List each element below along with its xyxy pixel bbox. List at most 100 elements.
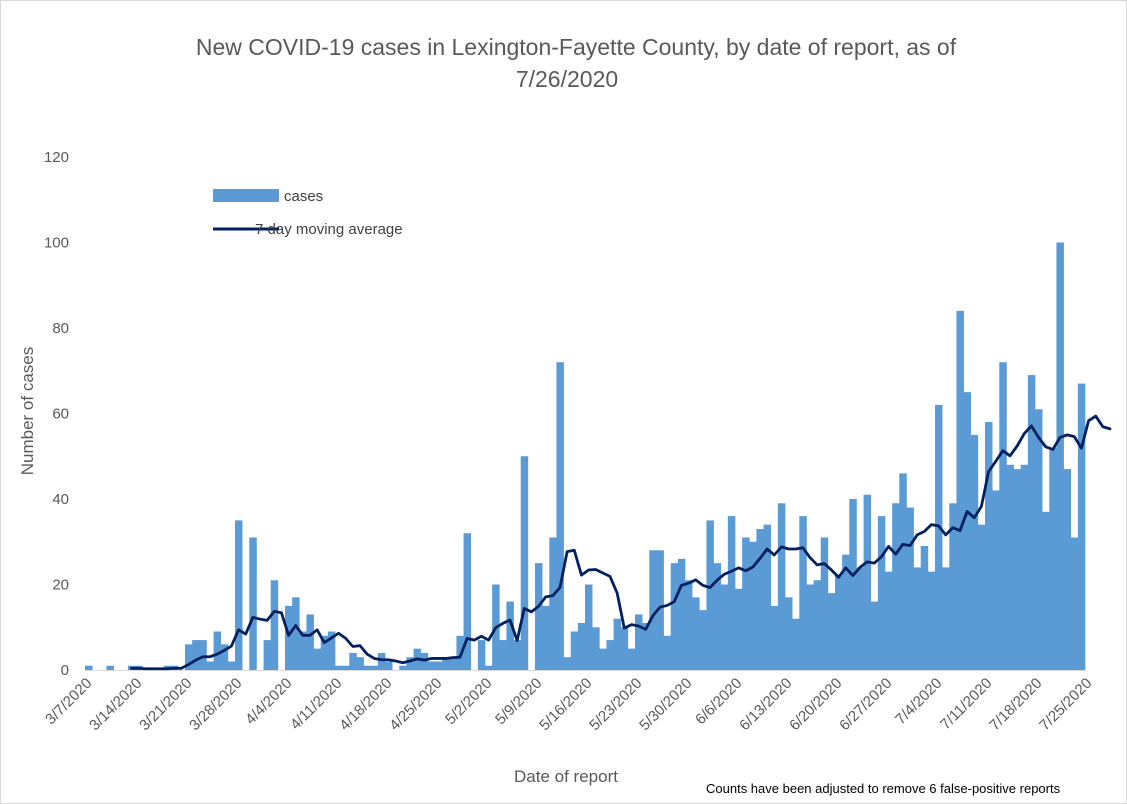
bar	[670, 563, 679, 671]
bar	[935, 404, 943, 670]
bar	[827, 593, 836, 670]
bar	[699, 610, 707, 670]
bar	[406, 657, 414, 670]
bar	[727, 516, 736, 670]
x-tick-label: 5/2/2020	[442, 675, 495, 728]
bar	[756, 528, 764, 670]
x-tick-label: 6/13/2020	[736, 675, 795, 734]
bar	[249, 537, 257, 670]
bar	[299, 631, 307, 670]
bar	[520, 456, 529, 670]
bar	[349, 652, 357, 670]
bar	[577, 622, 586, 670]
bar	[606, 640, 614, 670]
bar	[835, 575, 843, 670]
bar	[85, 665, 93, 670]
bar	[635, 614, 643, 670]
bar	[342, 665, 350, 670]
bar	[992, 490, 1000, 670]
bar	[385, 661, 393, 670]
bar	[327, 631, 336, 670]
bar	[970, 434, 979, 671]
bar	[785, 597, 793, 670]
bar	[463, 533, 472, 670]
bar	[306, 614, 314, 670]
x-tick-label: 3/21/2020	[136, 675, 195, 734]
y-axis-ticks: 0 20 40 60 80 100 120	[44, 149, 69, 679]
bar	[185, 644, 193, 670]
legend: cases 7 day moving average	[213, 188, 403, 238]
bar	[877, 516, 886, 670]
bar	[542, 605, 550, 671]
bar	[720, 584, 729, 670]
bar	[556, 362, 564, 670]
bar	[363, 665, 372, 670]
bar	[206, 661, 214, 670]
y-tick-label: 40	[52, 491, 69, 508]
y-tick-label: 60	[52, 406, 69, 423]
bar	[285, 605, 293, 671]
x-tick-label: 3/28/2020	[186, 675, 245, 734]
bar	[1056, 242, 1064, 670]
bar	[906, 507, 914, 670]
bar	[856, 567, 864, 670]
bar	[806, 584, 814, 670]
bar	[1013, 469, 1022, 670]
bar	[485, 665, 493, 670]
bar	[1070, 537, 1079, 670]
x-tick-label: 4/18/2020	[336, 675, 395, 734]
bar	[1027, 375, 1036, 670]
bar	[642, 622, 650, 670]
bar	[477, 640, 486, 670]
y-tick-label: 20	[52, 577, 69, 594]
bar	[770, 605, 779, 671]
bar	[585, 584, 593, 670]
x-tick-label: 5/16/2020	[536, 675, 595, 734]
bar	[913, 567, 922, 670]
bar	[1006, 464, 1014, 670]
bar	[563, 657, 572, 670]
bar	[192, 640, 200, 670]
bar	[963, 392, 972, 671]
bar	[1020, 464, 1029, 670]
bar	[663, 635, 672, 670]
bar	[320, 635, 329, 670]
y-axis-label: Number of cases	[18, 347, 37, 476]
x-tick-label: 7/18/2020	[986, 675, 1045, 734]
bar	[677, 558, 686, 670]
bar	[592, 627, 600, 670]
bar	[263, 640, 272, 670]
bar	[235, 520, 243, 671]
bar	[999, 362, 1007, 670]
bar	[570, 631, 579, 670]
x-tick-label: 4/25/2020	[386, 675, 445, 734]
x-tick-label: 6/20/2020	[786, 675, 845, 734]
bar	[842, 554, 850, 670]
bar	[399, 665, 407, 670]
bar	[535, 563, 543, 671]
bar	[449, 657, 457, 670]
bar	[713, 563, 722, 671]
x-tick-label: 6/27/2020	[836, 675, 895, 734]
bar	[513, 640, 522, 670]
bar	[685, 580, 693, 670]
bar	[735, 588, 743, 670]
chart-title-line-1: New COVID-19 cases in Lexington-Fayette …	[196, 34, 957, 60]
bar	[942, 567, 950, 670]
bar	[199, 640, 207, 670]
bar	[313, 648, 322, 671]
chart-title-line-2: 7/26/2020	[516, 66, 618, 92]
bar	[949, 503, 957, 670]
bar	[956, 310, 964, 670]
bar	[627, 648, 636, 671]
bar	[613, 618, 622, 670]
x-tick-label: 5/23/2020	[586, 675, 645, 734]
bar	[499, 640, 507, 670]
bar	[777, 503, 786, 670]
bar	[706, 520, 714, 671]
bar	[356, 657, 364, 670]
bar	[692, 597, 700, 670]
bar	[106, 665, 114, 670]
legend-label-cases: cases	[284, 188, 323, 205]
